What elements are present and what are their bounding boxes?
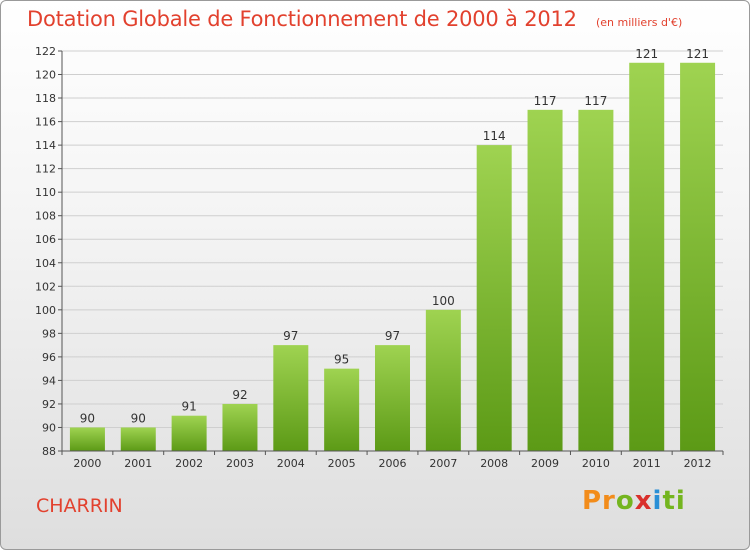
title-row: Dotation Globale de Fonctionnement de 20… <box>27 7 682 31</box>
y-tick-label: 100 <box>35 304 56 317</box>
bars: 90 90 91 92 97 95 97 100 114 117 117 121 121 <box>69 47 716 451</box>
logo-part: x <box>634 486 653 516</box>
bar-value-label: 100 <box>432 294 455 308</box>
bar-2001 <box>120 427 156 451</box>
x-tick-label: 2012 <box>684 457 712 470</box>
y-tick-label: 118 <box>35 92 56 105</box>
y-tick-label: 92 <box>42 398 56 411</box>
bar-2007 <box>425 309 461 451</box>
bar-2006 <box>375 345 410 451</box>
chart-subtitle: (en milliers d'€) <box>595 16 683 29</box>
bar-value-label: 90 <box>80 411 95 425</box>
y-tick-label: 112 <box>35 163 56 176</box>
bar-value-label: 91 <box>181 400 196 414</box>
x-tick-label: 2001 <box>124 457 152 470</box>
bar-value-label: 117 <box>584 94 607 108</box>
bar-value-label: 114 <box>483 129 506 143</box>
bar-value-label: 97 <box>283 329 298 343</box>
y-tick-label: 116 <box>35 116 56 129</box>
x-tick-label: 2008 <box>480 457 508 470</box>
y-tick-label: 94 <box>42 374 56 387</box>
bar-2002 <box>171 415 207 451</box>
y-tick-label: 122 <box>35 45 56 58</box>
y-tick-label: 110 <box>35 186 56 199</box>
y-tick-label: 90 <box>42 421 56 434</box>
bar-value-label: 90 <box>131 411 146 425</box>
y-tick-label: 114 <box>35 139 56 152</box>
y-tick-label: 96 <box>42 351 56 364</box>
x-tick-label: 2009 <box>531 457 559 470</box>
x-tick-label: 2007 <box>429 457 457 470</box>
axes: 88 90 92 94 96 98 100 102 104 106 108 110 112 114 116 1… <box>35 45 724 470</box>
y-tick-label: 88 <box>42 445 56 458</box>
logo-part: ti <box>662 486 686 516</box>
x-tick-label: 2003 <box>226 457 254 470</box>
bar-2005 <box>324 368 360 451</box>
logo-part: o <box>615 486 635 516</box>
chart-title: Dotation Globale de Fonctionnement de 20… <box>27 7 577 31</box>
bar-2008 <box>476 145 512 451</box>
bar-value-label: 92 <box>232 388 247 402</box>
x-tick-label: 2010 <box>582 457 610 470</box>
bar-2003 <box>222 403 258 451</box>
x-tick-label: 2011 <box>633 457 661 470</box>
bar-value-label: 121 <box>686 47 709 61</box>
bar-value-label: 95 <box>334 353 349 367</box>
bar-2004 <box>273 345 309 451</box>
bar-value-label: 97 <box>385 329 400 343</box>
logo-part: i <box>652 486 663 516</box>
bar-2010 <box>578 109 614 451</box>
y-tick-label: 102 <box>35 280 56 293</box>
y-tick-label: 106 <box>35 233 56 246</box>
x-tick-label: 2005 <box>328 457 356 470</box>
y-tick-label: 108 <box>35 210 56 223</box>
logo-part: Pr <box>582 486 616 516</box>
commune-name: CHARRIN <box>36 495 123 517</box>
bar-value-label: 117 <box>534 94 557 108</box>
bar-value-label: 121 <box>635 47 658 61</box>
proxiti-logo[interactable]: Proxiti <box>582 486 686 516</box>
y-tick-label: 98 <box>42 327 56 340</box>
x-tick-label: 2006 <box>379 457 407 470</box>
x-tick-label: 2004 <box>277 457 305 470</box>
bar-2011 <box>629 62 665 451</box>
x-tick-label: 2000 <box>73 457 101 470</box>
bar-2000 <box>69 427 105 451</box>
y-tick-label: 104 <box>35 257 56 270</box>
x-tick-label: 2002 <box>175 457 203 470</box>
bar-2012 <box>680 62 716 451</box>
bar-2009 <box>527 109 563 451</box>
y-tick-label: 120 <box>35 69 56 82</box>
